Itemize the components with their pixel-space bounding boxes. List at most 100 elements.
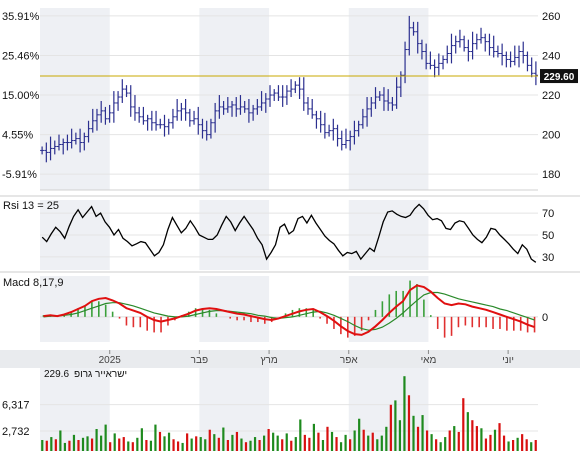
price-ohlc-bar — [196, 106, 201, 135]
volume-bar — [158, 431, 162, 451]
price-ohlc-bar — [305, 97, 310, 115]
price-ohlc-bar — [470, 31, 475, 60]
price-ohlc-bar — [432, 59, 437, 78]
price-ohlc-bar — [360, 108, 365, 129]
price-ohlc-bar — [365, 97, 370, 127]
volume-bar — [208, 429, 211, 451]
volume-bar — [222, 427, 225, 451]
price-right-tick-label: 200 — [542, 130, 560, 142]
price-ohlc-bar — [103, 106, 108, 125]
volume-bar — [72, 434, 76, 451]
price-ohlc-bar — [187, 108, 192, 127]
price-ohlc-bar — [183, 99, 188, 121]
volume-bar — [54, 439, 57, 451]
price-left-tick-label: 4.55% — [2, 130, 33, 142]
price-ohlc-bar — [474, 33, 479, 50]
price-ohlc-bar — [120, 79, 125, 103]
price-ohlc-bar — [441, 55, 446, 70]
volume-bar — [136, 437, 139, 451]
volume-bar — [68, 440, 71, 451]
price-ohlc-bar — [69, 128, 74, 149]
volume-bar — [502, 435, 506, 451]
volume-bar — [195, 436, 198, 451]
volume-bar — [389, 404, 392, 451]
price-ohlc-bar — [154, 110, 159, 131]
price-ohlc-bar — [162, 114, 167, 137]
volume-bar — [317, 432, 320, 451]
volume-bar — [131, 442, 134, 451]
price-ohlc-bar — [200, 118, 205, 139]
volume-bar — [321, 440, 325, 451]
volume-bar — [244, 442, 248, 451]
price-ohlc-bar — [82, 132, 87, 151]
volume-bar — [285, 433, 288, 451]
price-ohlc-bar — [259, 91, 264, 111]
volume-bar — [394, 400, 397, 451]
volume-bar — [199, 437, 202, 451]
price-left-tick-label: -5.91% — [2, 169, 37, 181]
price-ohlc-bar — [56, 134, 61, 151]
price-ohlc-bar — [221, 100, 226, 115]
price-ohlc-bar — [517, 45, 522, 68]
price-ohlc-bar — [234, 97, 239, 117]
price-ohlc-bar — [483, 33, 488, 52]
volume-bar — [154, 424, 157, 451]
volume-bar — [407, 395, 411, 451]
volume-bar — [90, 438, 94, 451]
volume-bar — [50, 437, 53, 451]
time-axis-label: אפר — [340, 355, 358, 366]
price-ohlc-bar — [343, 128, 348, 149]
rsi-tick-label: 30 — [542, 252, 554, 264]
volume-bar — [181, 442, 184, 451]
rsi-title: Rsi 13 = 25 — [3, 200, 59, 212]
price-ohlc-bar — [170, 108, 175, 129]
price-ohlc-bar — [61, 138, 66, 155]
price-right-tick-label: 260 — [542, 11, 560, 23]
price-right-tick-label: 240 — [542, 50, 560, 62]
volume-bar — [127, 441, 130, 451]
last-price-label: 229.60 — [544, 72, 575, 83]
volume-bar — [439, 442, 442, 451]
volume-bar — [457, 431, 460, 451]
volume-bar — [41, 440, 44, 451]
price-ohlc-bar — [495, 45, 500, 58]
volume-last-label: 229.6 — [44, 369, 69, 380]
price-ohlc-bar — [415, 21, 420, 54]
price-ohlc-bar — [348, 130, 353, 151]
price-ohlc-bar — [192, 110, 197, 125]
price-ohlc-bar — [145, 114, 150, 131]
volume-bar — [63, 442, 66, 451]
price-ohlc-bar — [107, 104, 112, 123]
volume-bar — [398, 420, 402, 451]
price-ohlc-bar — [436, 53, 441, 76]
volume-bar — [521, 434, 524, 451]
volume-bar — [421, 415, 424, 451]
volume-bar — [385, 426, 388, 451]
volume-bar — [149, 440, 153, 451]
volume-bar — [109, 442, 112, 451]
price-ohlc-bar — [335, 124, 340, 147]
price-ohlc-bar — [424, 43, 429, 70]
price-ohlc-bar — [394, 77, 399, 109]
volume-bar — [349, 439, 352, 451]
volume-bar — [416, 426, 420, 451]
volume-bar — [471, 420, 474, 451]
price-ohlc-bar — [293, 81, 298, 94]
volume-bar — [100, 435, 103, 451]
price-ohlc-bar — [449, 33, 454, 64]
volume-bar — [493, 429, 497, 451]
price-ohlc-bar — [500, 43, 505, 66]
price-ohlc-bar — [116, 91, 121, 111]
volume-bar — [272, 432, 275, 451]
time-axis: 2025 פבר מרץ אפר מאי יוני — [0, 350, 580, 368]
price-ohlc-bar — [52, 140, 57, 155]
price-ohlc-bar — [491, 35, 496, 58]
volume-bar — [235, 431, 239, 451]
volume-bar — [444, 437, 447, 451]
price-ohlc-bar — [352, 120, 357, 145]
volume-bar — [339, 442, 343, 451]
price-left-tick-label: 25.46% — [2, 50, 40, 62]
volume-bar — [425, 430, 429, 451]
price-ohlc-bar — [407, 15, 412, 56]
price-ohlc-bar — [40, 146, 45, 155]
